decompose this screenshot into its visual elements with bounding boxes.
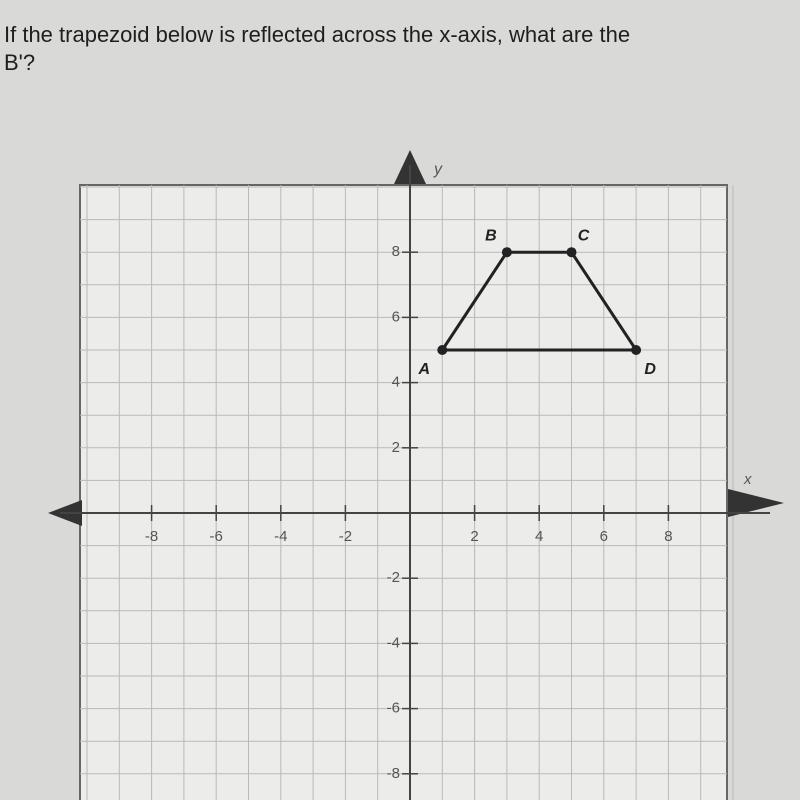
- x-tick-label: 2: [470, 528, 478, 545]
- vertex: [501, 247, 512, 258]
- vertex-label: D: [644, 361, 656, 378]
- vertex: [631, 345, 642, 355]
- x-tick-label: -6: [210, 528, 223, 545]
- y-tick-label: -2: [387, 569, 400, 586]
- vertex-label: B: [485, 227, 497, 244]
- x-tick-label: -4: [274, 528, 287, 545]
- y-tick-label: 6: [392, 308, 400, 325]
- y-tick-label: -6: [387, 700, 400, 717]
- y-tick-label: -4: [387, 634, 400, 651]
- question-line: B'?: [4, 50, 36, 75]
- y-tick-label: -8: [387, 765, 400, 782]
- x-tick-label: 6: [600, 528, 608, 545]
- graph-frame: [79, 184, 728, 800]
- vertex: [566, 247, 577, 258]
- y-tick-label: 4: [392, 374, 400, 391]
- y-tick-label: 2: [392, 439, 400, 456]
- y-axis-label: y: [433, 161, 443, 178]
- x-arrow-right: [728, 489, 784, 517]
- vertex-label: C: [578, 227, 590, 244]
- x-tick-label: -2: [339, 528, 352, 545]
- vertex: [437, 345, 448, 355]
- x-tick-label: -8: [145, 528, 158, 545]
- x-tick-label: 8: [664, 528, 672, 545]
- question-line: If the trapezoid below is reflected acro…: [4, 22, 631, 47]
- x-axis-label: x: [743, 471, 752, 488]
- grid: [80, 185, 734, 800]
- x-tick-label: 4: [535, 528, 543, 545]
- vertex-label: A: [418, 361, 431, 378]
- y-tick-label: 8: [392, 243, 400, 260]
